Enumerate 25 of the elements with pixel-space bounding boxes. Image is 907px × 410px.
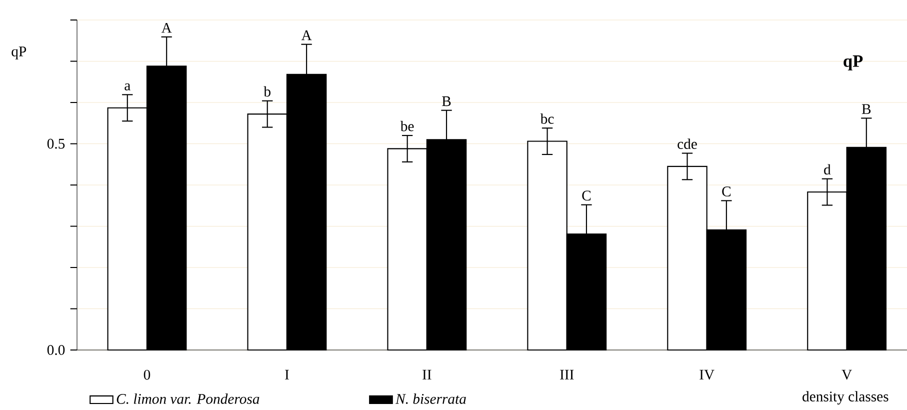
data-label: a (124, 83, 130, 90)
y-axis-title: qP (12, 46, 26, 60)
data-label: be (400, 120, 414, 132)
x-axis-title: density classes (802, 391, 888, 404)
x-tick-label: V (842, 370, 852, 380)
data-label: B (442, 96, 451, 106)
x-tick-label: III (560, 370, 574, 380)
data-label: bc (540, 113, 554, 124)
data-label: B (862, 104, 871, 114)
legend-label: C. limon var. Ponderosa (116, 394, 260, 404)
y-tick-label: 0.5 (47, 138, 65, 149)
text: qP (844, 55, 863, 70)
data-label: C (722, 186, 731, 196)
x-tick-label: II (422, 370, 432, 380)
data-label: d (824, 164, 831, 175)
data-label: b (264, 86, 270, 97)
y-tick-label: 0.0 (47, 345, 65, 355)
data-label: C (582, 190, 591, 201)
legend-label: N. biserrata (395, 394, 466, 404)
data-label: cde (678, 138, 697, 149)
data-label: A (301, 30, 312, 40)
x-tick-label: 0 (144, 370, 150, 380)
data-label: A (161, 22, 172, 33)
x-tick-label: IV (700, 370, 714, 380)
x-tick-label: I (285, 370, 289, 380)
